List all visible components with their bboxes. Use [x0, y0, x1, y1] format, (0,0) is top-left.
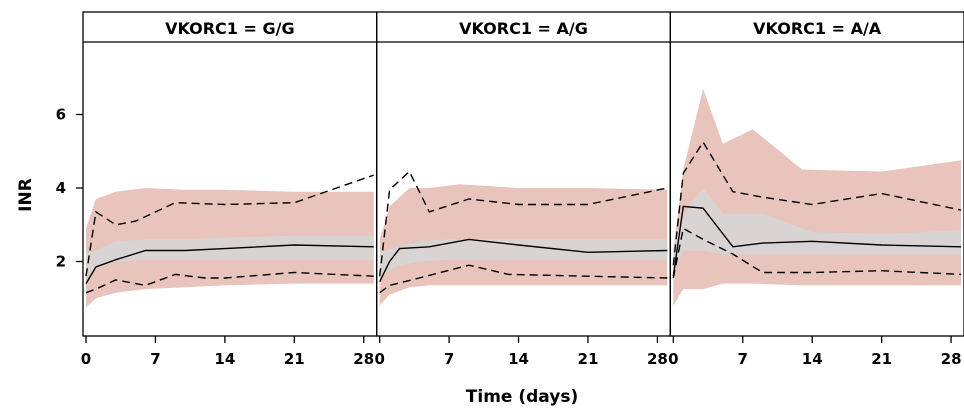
x-tick-label: 14	[214, 350, 235, 368]
lower-percentile-line	[85, 271, 374, 294]
panels-layer: VKORC1 = G/G VKORC1 = A/G VKORC1 = A/A	[82, 11, 964, 337]
y-axis-title: INR	[16, 178, 36, 212]
panel-1: VKORC1 = G/G	[82, 11, 378, 337]
lower-percentile-line	[672, 227, 962, 279]
panel-3: VKORC1 = A/A	[669, 11, 964, 337]
panel-title: VKORC1 = A/G	[459, 19, 588, 38]
x-tick-label: 28	[353, 350, 374, 368]
panel-2: VKORC1 = A/G	[376, 11, 671, 337]
upper-percentile-line	[85, 174, 374, 277]
panel-data	[379, 170, 668, 306]
y-axis: 2 4 6	[56, 106, 83, 271]
x-axis-title: Time (days)	[466, 387, 578, 407]
x-tick-label: 28	[941, 350, 962, 368]
upper-percentile-line	[672, 140, 962, 266]
x-tick-label: 21	[578, 350, 599, 368]
x-tick-label: 0	[374, 350, 384, 368]
x-tick-label: 28	[647, 350, 668, 368]
panel-data	[85, 174, 374, 308]
panel-title: VKORC1 = A/A	[753, 19, 882, 38]
panel-data	[672, 88, 962, 306]
y-tick-label: 4	[56, 179, 66, 197]
median-line	[672, 205, 962, 277]
x-tick-label: 7	[738, 350, 748, 368]
x-tick-label: 7	[444, 350, 454, 368]
panel-frame	[376, 11, 671, 337]
x-tick-label: 0	[81, 350, 91, 368]
outer-band	[673, 88, 961, 306]
median-line	[379, 238, 668, 283]
x-tick-label: 14	[508, 350, 529, 368]
x-tick-label: 14	[802, 350, 823, 368]
x-axis: 0 7 14 21 28 0 7 14 21 28 0 7 14 21 28	[81, 336, 962, 368]
panel-title: VKORC1 = G/G	[165, 19, 295, 38]
lower-percentile-line	[379, 264, 668, 294]
x-tick-label: 0	[668, 350, 678, 368]
median-band	[673, 188, 961, 273]
x-tick-label: 21	[871, 350, 892, 368]
y-tick-label: 2	[56, 253, 66, 271]
x-tick-label: 21	[284, 350, 305, 368]
median-line	[85, 244, 374, 284]
median-band	[379, 239, 668, 277]
upper-percentile-line	[379, 170, 668, 277]
x-tick-label: 7	[150, 350, 160, 368]
y-tick-label: 6	[56, 106, 66, 124]
median-band	[86, 235, 374, 277]
